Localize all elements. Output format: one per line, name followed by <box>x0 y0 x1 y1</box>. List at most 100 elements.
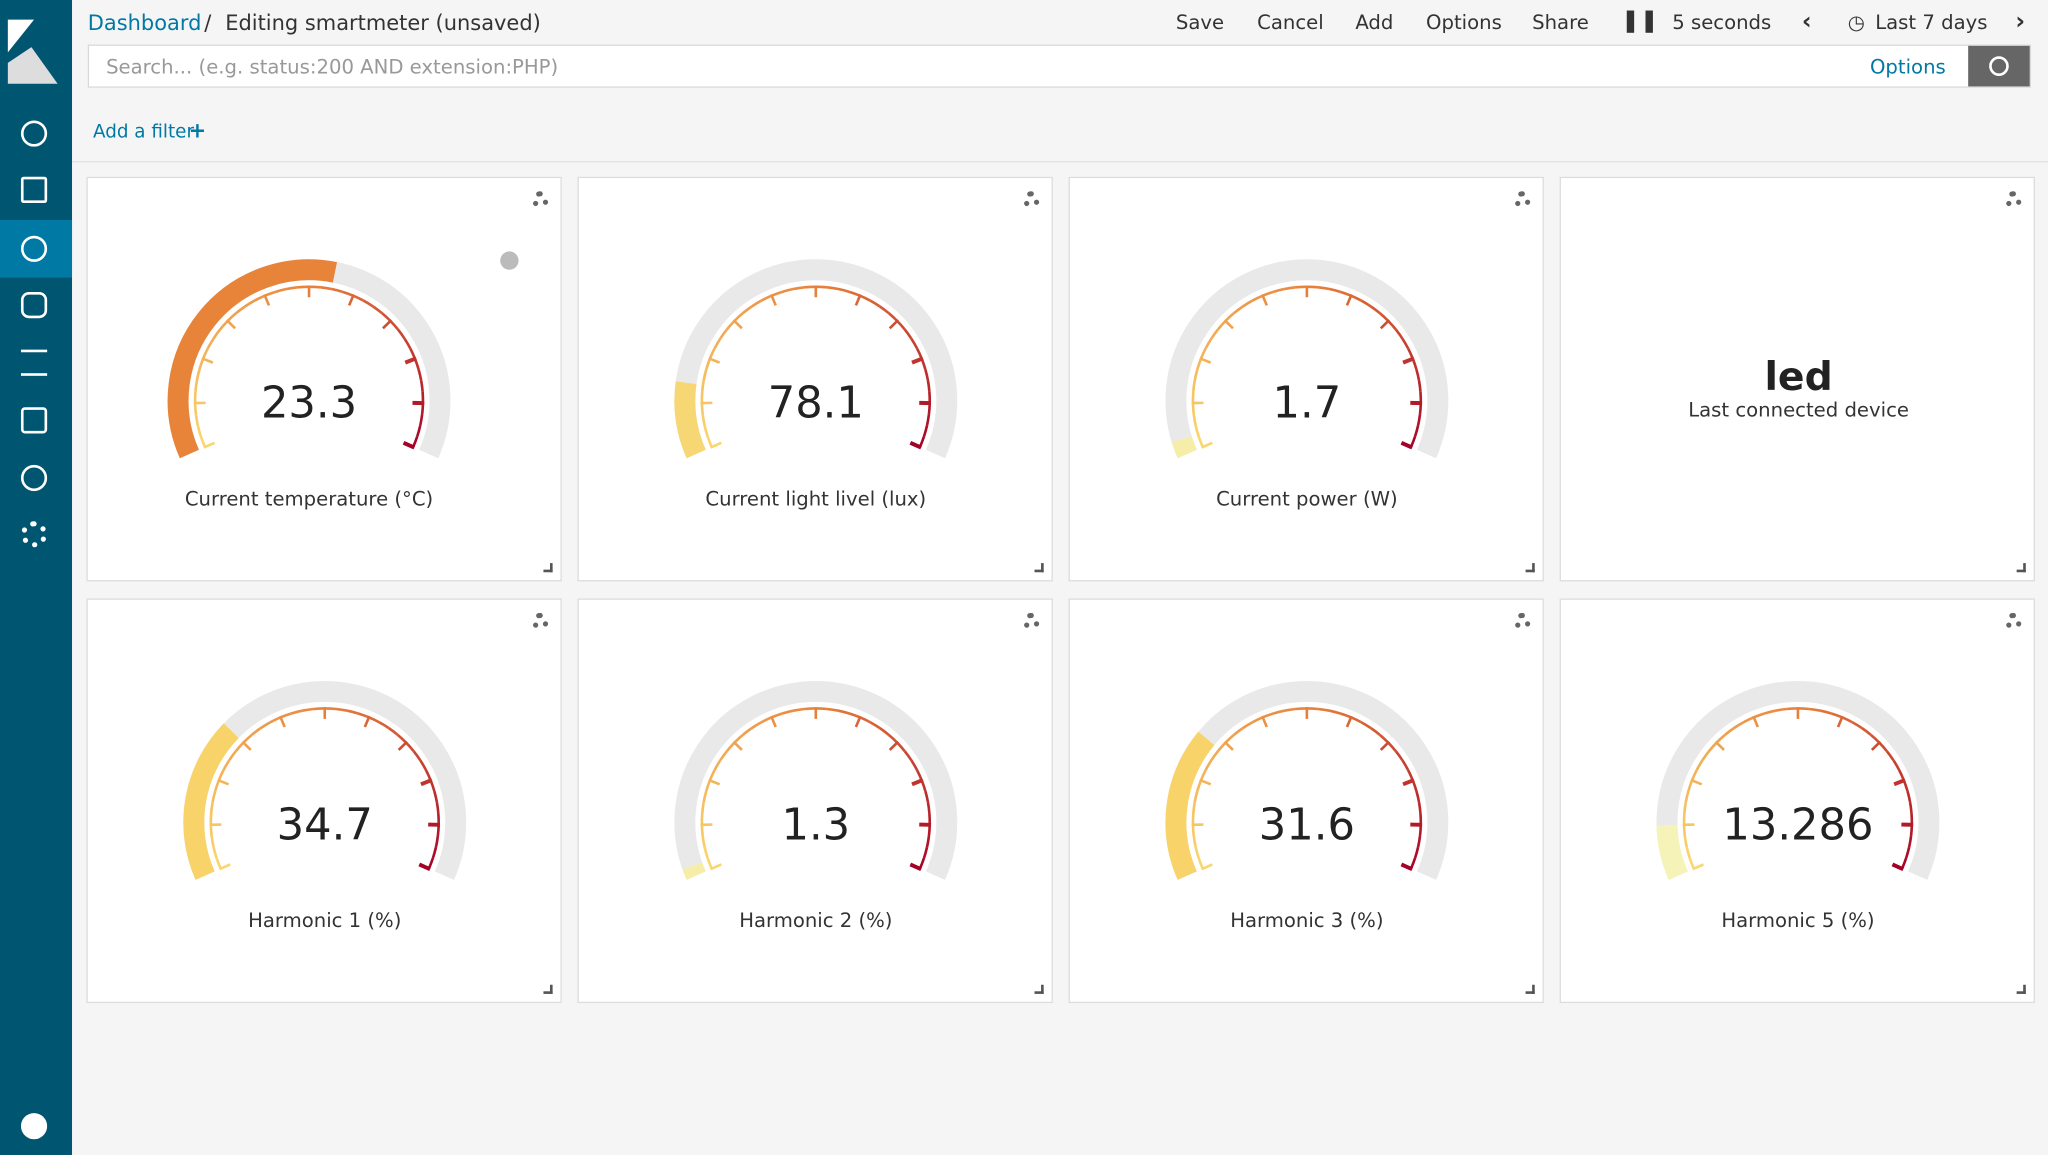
gauge-scale <box>1709 743 1717 751</box>
gauge-scale <box>420 760 426 770</box>
gauge-scale <box>1197 359 1201 370</box>
gauge-scale <box>927 414 929 425</box>
gauge-scale <box>928 381 929 392</box>
gauge-scale <box>1887 751 1894 760</box>
gauge-scale <box>827 287 838 289</box>
gauge-scale <box>1396 329 1403 338</box>
gauge-scale <box>1402 760 1408 770</box>
gauge-scale <box>1842 717 1852 722</box>
gauge-scale <box>727 321 735 329</box>
breadcrumb-current: Editing smartmeter (unsaved) <box>225 10 541 35</box>
gauge-scale <box>1787 708 1798 709</box>
gauge-scale <box>406 743 414 751</box>
gauge-scale <box>1329 289 1340 292</box>
gauge-label: Current temperature (°C) <box>185 487 433 510</box>
gauge-scale <box>1199 858 1203 869</box>
gauge-scale <box>1686 791 1689 802</box>
breadcrumb-root[interactable]: Dashboard <box>88 10 202 35</box>
gauge-scale <box>1225 735 1233 743</box>
gauge-scale <box>287 287 298 289</box>
gauge-scale <box>382 313 390 321</box>
gauge-scale <box>220 321 228 329</box>
gauge-scale <box>398 329 405 338</box>
gauge-scale <box>419 369 422 380</box>
time-range[interactable]: Last 7 days <box>1875 10 1987 34</box>
gauge-scale <box>1199 436 1203 447</box>
gauge-scale <box>1820 711 1831 714</box>
gauge-scale <box>1419 802 1420 813</box>
gauge-scale <box>1194 836 1196 847</box>
gauge-scale <box>197 369 200 380</box>
gauge-scale <box>353 296 363 301</box>
gauge-tick <box>1225 742 1233 750</box>
panel-gear[interactable] <box>2005 191 2022 208</box>
gauge-scale <box>1243 722 1253 728</box>
refresh-interval[interactable]: 5 seconds <box>1672 10 1771 34</box>
gauge-scale <box>215 780 219 791</box>
management-icon[interactable] <box>21 521 47 547</box>
gauge-scale <box>911 760 917 770</box>
gauge-scale <box>213 791 216 802</box>
discover-icon[interactable] <box>21 120 47 146</box>
gauge-scale <box>196 414 198 425</box>
gauge-label: Harmonic 1 (%) <box>248 909 401 932</box>
timelion-icon[interactable] <box>21 292 47 318</box>
gauge-scale <box>245 301 255 307</box>
gauge-scale <box>252 728 261 735</box>
gauge-scale <box>704 369 707 380</box>
gauge-scale <box>1225 313 1233 321</box>
gauge-scale <box>925 791 928 802</box>
gauge-scale <box>1371 306 1380 313</box>
metric-value: led <box>1561 355 2036 401</box>
gauge-tick <box>733 742 741 750</box>
gauge-scale <box>1687 847 1690 858</box>
search-options[interactable]: Options <box>1870 55 1946 79</box>
dashboard-icon[interactable] <box>21 236 47 262</box>
time-icon: ◷ <box>1848 10 1865 34</box>
menu-item[interactable]: Cancel <box>1257 10 1324 34</box>
pause-button[interactable]: ❚❚ <box>1621 8 1658 34</box>
gauge-tick <box>1894 780 1905 784</box>
gauge-value: 1.3 <box>781 800 850 850</box>
gauge-scale <box>1201 348 1206 358</box>
gauge-scale <box>1329 711 1340 714</box>
gauge-scale <box>1909 836 1911 847</box>
gauge-scale <box>924 426 927 437</box>
menu-item[interactable]: Add <box>1355 10 1393 34</box>
gauge-tick <box>1401 443 1412 448</box>
add-filter[interactable]: Add a filter <box>93 122 194 143</box>
gauge-scale <box>727 743 735 751</box>
monitoring-icon[interactable] <box>21 465 47 491</box>
gauge-scale <box>203 348 208 358</box>
search-bar[interactable]: Search... (e.g. status:200 AND extension… <box>88 45 2031 88</box>
gauge-scale <box>1744 717 1754 722</box>
gauge-scale <box>1717 735 1725 743</box>
next-button[interactable]: › <box>2015 8 2025 35</box>
apm-icon[interactable] <box>21 350 47 376</box>
gauge-fill <box>1182 439 1187 454</box>
search-button[interactable] <box>1968 46 2030 87</box>
gauge-scale <box>1201 770 1206 780</box>
gauge-scale <box>1419 381 1420 392</box>
prev-button[interactable]: ‹ <box>1802 8 1812 35</box>
menu-item[interactable]: Options <box>1426 10 1502 34</box>
gauge-scale <box>710 348 715 358</box>
gauge-scale <box>1253 717 1263 722</box>
gauge-scale <box>270 717 280 722</box>
gauge-scale <box>928 802 929 813</box>
collapse-icon[interactable] <box>21 1113 47 1139</box>
gauge-tick <box>1892 864 1903 869</box>
visualize-icon[interactable] <box>21 177 47 203</box>
menu-item[interactable]: Save <box>1176 10 1224 34</box>
gauge-scale <box>421 381 422 392</box>
gauge-scale <box>379 722 389 728</box>
gauge-scale <box>1380 313 1388 321</box>
gauge-scale <box>1831 713 1842 717</box>
gauge-scale <box>437 802 438 813</box>
devtools-icon[interactable] <box>21 407 47 433</box>
menu-item[interactable]: Share <box>1532 10 1589 34</box>
